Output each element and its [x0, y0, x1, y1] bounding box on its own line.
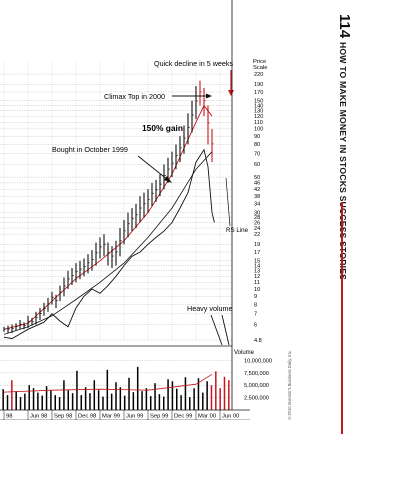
price-tick-label: 170	[254, 90, 263, 96]
heavy-volume-arrow-1	[210, 314, 223, 346]
price-tick-label: 70	[254, 151, 260, 157]
bought-arrow	[137, 155, 169, 181]
price-tick-label: 13	[254, 269, 260, 275]
side-rule	[341, 202, 343, 434]
price-tick-label: 12	[254, 274, 260, 280]
price-tick-label: 80	[254, 142, 260, 148]
running-title: HOW TO MAKE MONEY IN STOCKS SUCCESS STOR…	[338, 42, 348, 281]
price-tick-label: 60	[254, 162, 260, 168]
ma-40wk-line	[3, 151, 213, 335]
copyright-note: ©2010 Investor's Business Daily, Inc.	[287, 350, 292, 421]
price-axis: 2201901701501401301201101009080706050464…	[254, 72, 263, 344]
decline-arrowhead	[228, 90, 234, 96]
price-tick-label: 7	[254, 312, 257, 318]
price-tick-label: 10	[254, 287, 260, 293]
price-tick-label: 19	[254, 242, 260, 248]
price-tick-label: 30	[254, 210, 260, 216]
climax-arrowhead	[206, 93, 212, 99]
price-tick-label: 110	[254, 120, 263, 126]
price-tick-label: 220	[254, 72, 263, 78]
x-tick-label: Jun 98	[30, 414, 47, 420]
price-tick-label: 26	[254, 220, 260, 226]
x-tick-label: 98	[6, 414, 12, 420]
price-tick-label: 90	[254, 134, 260, 140]
x-tick-label: Sep 98	[54, 414, 72, 420]
price-bars	[3, 80, 214, 334]
volume-average-path	[3, 373, 213, 393]
price-tick-label: 38	[254, 194, 260, 200]
price-tick-label: 17	[254, 250, 260, 256]
bought-arrowhead	[164, 176, 172, 183]
annotation-heavy-volume: Heavy volume	[187, 304, 233, 313]
annotation-bought: Bought in October 1999	[52, 145, 128, 154]
price-tick-label: 24	[254, 226, 260, 232]
price-tick-label: 46	[254, 181, 260, 187]
volume-tick-label: 5,000,000	[244, 383, 269, 389]
volume-average-line	[3, 373, 213, 393]
price-scale-label: Price Scale	[253, 59, 268, 71]
volume-tick-label: 10,000,000	[244, 358, 272, 364]
annotations: Quick decline in 5 weeks Climax Top in 2…	[52, 59, 249, 346]
page-number: 114	[336, 14, 353, 39]
x-tick-label: Sep 99	[150, 414, 168, 420]
price-tick-label: 50	[254, 175, 260, 181]
price-tick-label: 140	[254, 103, 263, 109]
price-tick-label: 8	[254, 302, 257, 308]
heavy-volume-arrow-2	[221, 314, 230, 346]
price-tick-label: 34	[254, 202, 260, 208]
volume-label: Volume	[234, 350, 255, 356]
volume-tick-label: 7,500,000	[244, 371, 269, 377]
x-tick-label: Jun 00	[222, 414, 239, 420]
x-tick-label: Mar 00	[198, 414, 216, 420]
price-tick-label: 190	[254, 82, 263, 88]
annotation-climax: Climax Top in 2000	[104, 92, 165, 101]
price-tick-label: 42	[254, 187, 260, 193]
x-tick-label: Dec 98	[78, 414, 96, 420]
annotation-decline: Quick decline in 5 weeks	[154, 59, 234, 68]
x-axis-labels: 98 Jun 98 Sep 98 Dec 98 Mar 99 Jun 99 Sep 99 De…	[3, 410, 239, 420]
x-tick-label: Mar 99	[102, 414, 120, 420]
moving-average-40wk	[3, 151, 213, 335]
price-tick-label: 100	[254, 127, 263, 133]
volume-bars	[2, 366, 230, 410]
price-tick-label: 150	[254, 98, 263, 104]
price-grid	[0, 62, 232, 341]
price-tick-label: 22	[254, 232, 260, 238]
price-tick-label: 11	[254, 280, 260, 286]
volume-axis: 10,000,000 7,500,000 5,000,000 2,500,000	[244, 358, 272, 401]
price-tick-label: 9	[254, 294, 257, 300]
price-tick-label: 6	[254, 322, 257, 328]
price-tick-label: 14	[254, 263, 260, 269]
x-tick-label: Jun 99	[126, 414, 143, 420]
x-tick-label: Dec 99	[174, 414, 192, 420]
volume-tick-label: 2,500,000	[244, 396, 269, 402]
price-tick-label: 120	[254, 114, 263, 120]
price-tick-label: 4.8	[254, 338, 262, 344]
price-tick-label: 15	[254, 259, 260, 265]
annotation-gain: 150% gain	[142, 123, 183, 133]
price-tick-label: 130	[254, 108, 263, 114]
stock-chart: 2201901701501401301201101009080706050464…	[0, 0, 272, 420]
price-tick-label: 28	[254, 215, 260, 221]
rs-line-pointer	[225, 177, 231, 227]
annotation-rs-line: RS Line	[226, 227, 249, 234]
rs-line-path	[3, 148, 215, 340]
rs-line	[3, 148, 215, 340]
